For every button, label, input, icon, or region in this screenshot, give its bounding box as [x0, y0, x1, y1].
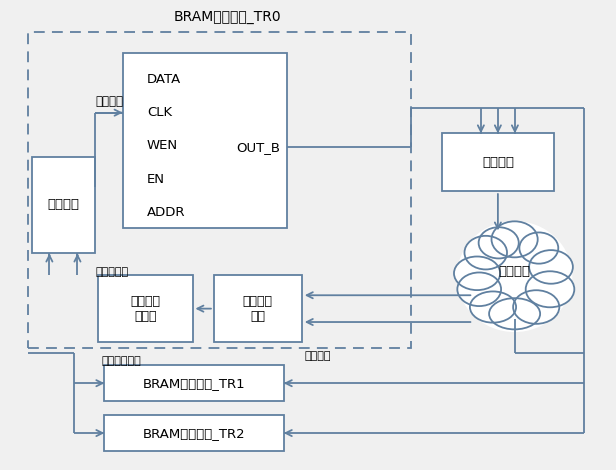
Text: 自刷新支路: 自刷新支路 — [95, 267, 129, 277]
Ellipse shape — [492, 221, 538, 258]
FancyBboxPatch shape — [442, 133, 554, 191]
Ellipse shape — [489, 298, 540, 329]
Ellipse shape — [457, 221, 572, 332]
Text: BRAM及自刷新_TR2: BRAM及自刷新_TR2 — [143, 427, 245, 439]
FancyBboxPatch shape — [31, 157, 95, 253]
Text: OUT_B: OUT_B — [237, 141, 281, 154]
Ellipse shape — [470, 291, 516, 322]
Ellipse shape — [525, 271, 574, 307]
Text: EN: EN — [147, 172, 165, 186]
FancyBboxPatch shape — [105, 415, 284, 451]
Text: BRAM及自刷新_TR1: BRAM及自刷新_TR1 — [143, 376, 245, 390]
Ellipse shape — [479, 227, 519, 258]
Text: BRAM及自刷新_TR0: BRAM及自刷新_TR0 — [174, 10, 282, 24]
FancyBboxPatch shape — [99, 275, 193, 342]
Ellipse shape — [454, 257, 500, 290]
Text: 内部算法: 内部算法 — [498, 266, 530, 278]
Ellipse shape — [529, 250, 573, 284]
Ellipse shape — [457, 273, 501, 306]
Ellipse shape — [513, 290, 559, 324]
Text: 三模表决: 三模表决 — [482, 156, 514, 169]
Text: WEN: WEN — [147, 140, 178, 152]
Text: 监控信息: 监控信息 — [305, 352, 331, 361]
Text: 算法读写支路: 算法读写支路 — [102, 356, 141, 367]
Ellipse shape — [464, 236, 507, 269]
Text: CLK: CLK — [147, 106, 172, 119]
FancyBboxPatch shape — [123, 53, 286, 228]
Text: 读写控制: 读写控制 — [95, 94, 123, 108]
Text: 时分复用: 时分复用 — [47, 198, 79, 212]
Text: ADDR: ADDR — [147, 206, 185, 219]
Ellipse shape — [519, 233, 558, 264]
Text: 自刷新控
制模块: 自刷新控 制模块 — [131, 295, 160, 322]
Text: 算法监控
模块: 算法监控 模块 — [243, 295, 273, 322]
FancyBboxPatch shape — [105, 365, 284, 401]
Text: DATA: DATA — [147, 73, 181, 86]
FancyBboxPatch shape — [214, 275, 302, 342]
